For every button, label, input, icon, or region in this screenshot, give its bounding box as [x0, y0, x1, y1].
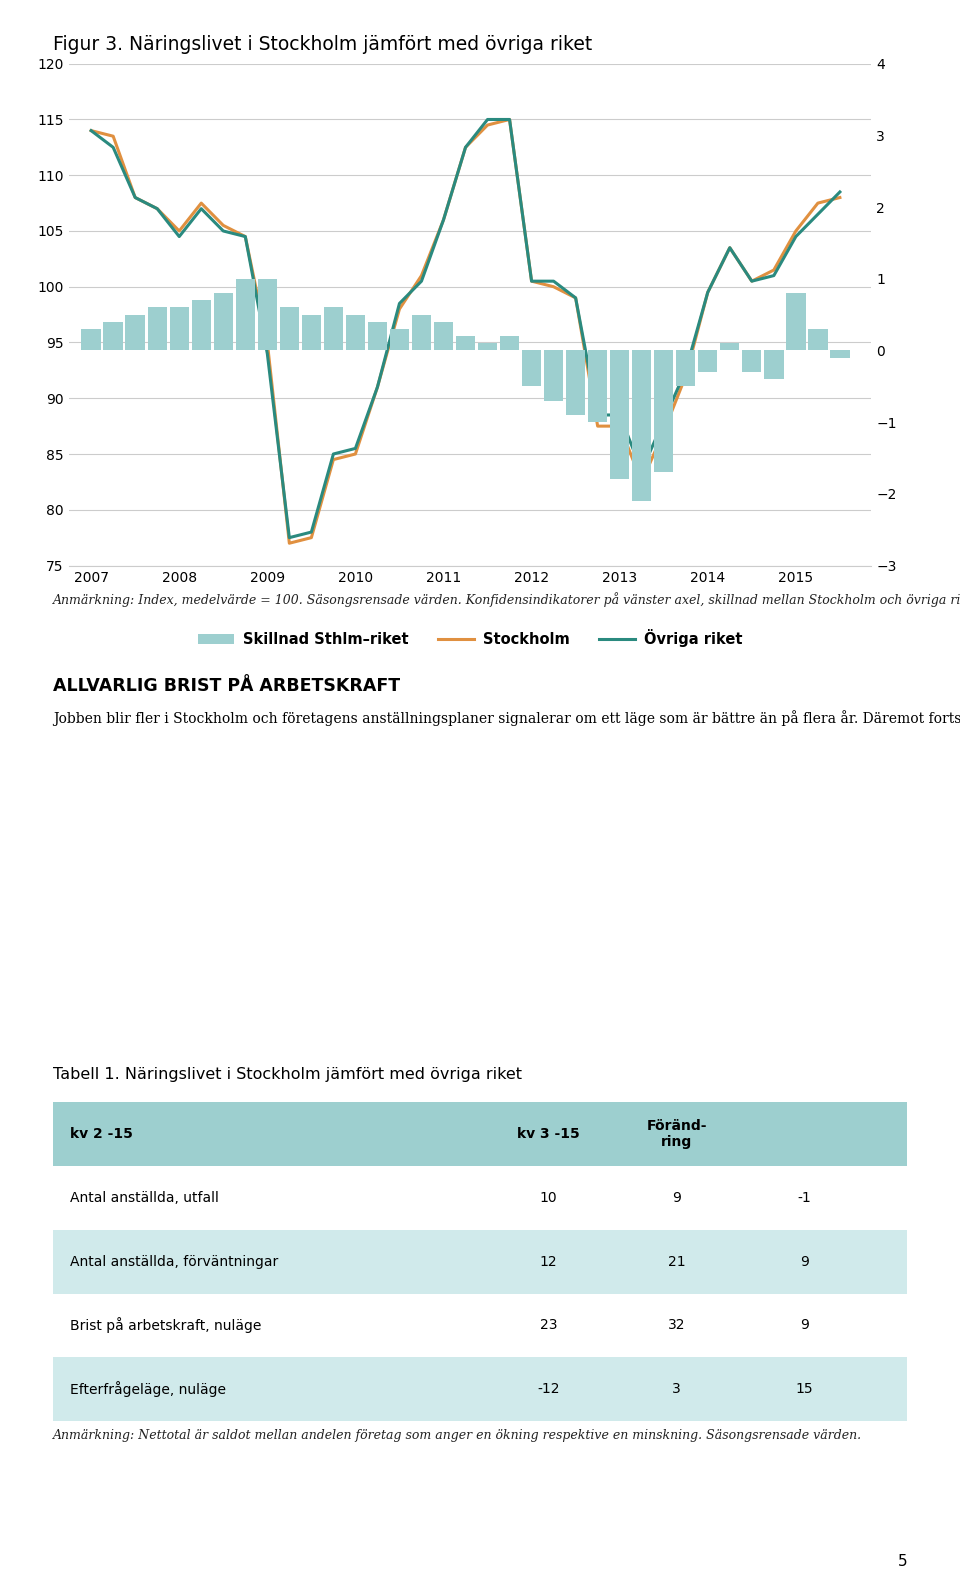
Bar [301, 314, 321, 350]
Text: Anmärkning: Nettotal är saldot mellan andelen företag som anger en ökning respek: Anmärkning: Nettotal är saldot mellan an… [53, 1429, 862, 1442]
Bar [500, 336, 519, 350]
Bar [346, 314, 365, 350]
Bar [213, 293, 233, 350]
Bar [368, 322, 387, 350]
Bar [412, 314, 431, 350]
Text: 3: 3 [672, 1383, 681, 1395]
Bar [126, 314, 145, 350]
Bar [434, 322, 453, 350]
Text: 9: 9 [801, 1255, 809, 1268]
Bar [478, 342, 497, 350]
Text: Figur 3. Näringslivet i Stockholm jämfört med övriga riket: Figur 3. Näringslivet i Stockholm jämför… [53, 35, 592, 54]
Bar [830, 350, 850, 357]
Bar [148, 307, 167, 350]
Text: 12: 12 [540, 1255, 557, 1268]
Bar [566, 350, 586, 414]
Text: 9: 9 [672, 1192, 681, 1204]
Text: -12: -12 [537, 1383, 560, 1395]
Bar [390, 328, 409, 350]
Text: kv 2 -15: kv 2 -15 [70, 1128, 132, 1141]
Bar [720, 342, 739, 350]
Bar [544, 350, 564, 400]
Text: Brist på arbetskraft, nuläge: Brist på arbetskraft, nuläge [70, 1317, 261, 1333]
Text: 21: 21 [668, 1255, 685, 1268]
Bar [53, 1102, 907, 1166]
Bar [53, 1357, 907, 1421]
Text: 32: 32 [668, 1319, 685, 1332]
Text: -1: -1 [798, 1192, 811, 1204]
Bar [235, 279, 255, 350]
Bar [786, 293, 805, 350]
Text: 15: 15 [796, 1383, 813, 1395]
Bar [808, 328, 828, 350]
Bar [257, 279, 277, 350]
Text: Jobben blir fler i Stockholm och företagens anställningsplaner signalerar om ett: Jobben blir fler i Stockholm och företag… [53, 710, 960, 726]
Text: Anmärkning: Index, medelvärde = 100. Säsongsrensade värden. Konfidensindikatorer: Anmärkning: Index, medelvärde = 100. Säs… [53, 593, 960, 607]
Bar [192, 299, 211, 350]
Text: 5: 5 [898, 1555, 907, 1569]
Bar [632, 350, 652, 500]
Bar [764, 350, 783, 379]
Text: kv 3 -15: kv 3 -15 [517, 1128, 580, 1141]
Text: 10: 10 [540, 1192, 557, 1204]
Bar [456, 336, 475, 350]
Bar [610, 350, 630, 479]
Bar [53, 1230, 907, 1294]
Bar [82, 328, 101, 350]
Bar [324, 307, 343, 350]
Bar [676, 350, 695, 386]
Bar [522, 350, 541, 386]
Text: 9: 9 [801, 1319, 809, 1332]
Bar [588, 350, 608, 422]
Bar [742, 350, 761, 371]
Bar [279, 307, 299, 350]
Text: 23: 23 [540, 1319, 557, 1332]
Text: Antal anställda, förväntningar: Antal anställda, förväntningar [70, 1255, 278, 1268]
Legend: Skillnad Sthlm–riket, Stockholm, Övriga riket: Skillnad Sthlm–riket, Stockholm, Övriga … [192, 623, 748, 653]
Text: Föränd-
ring: Föränd- ring [646, 1120, 707, 1149]
Bar [170, 307, 189, 350]
Text: Antal anställda, utfall: Antal anställda, utfall [70, 1192, 219, 1204]
Bar [654, 350, 673, 472]
Bar [698, 350, 717, 371]
Text: Tabell 1. Näringslivet i Stockholm jämfört med övriga riket: Tabell 1. Näringslivet i Stockholm jämfö… [53, 1067, 522, 1082]
Bar [104, 322, 123, 350]
Text: ALLVARLIG BRIST PÅ ARBETSKRAFT: ALLVARLIG BRIST PÅ ARBETSKRAFT [53, 677, 400, 695]
Text: Efterfrågeläge, nuläge: Efterfrågeläge, nuläge [70, 1381, 226, 1397]
